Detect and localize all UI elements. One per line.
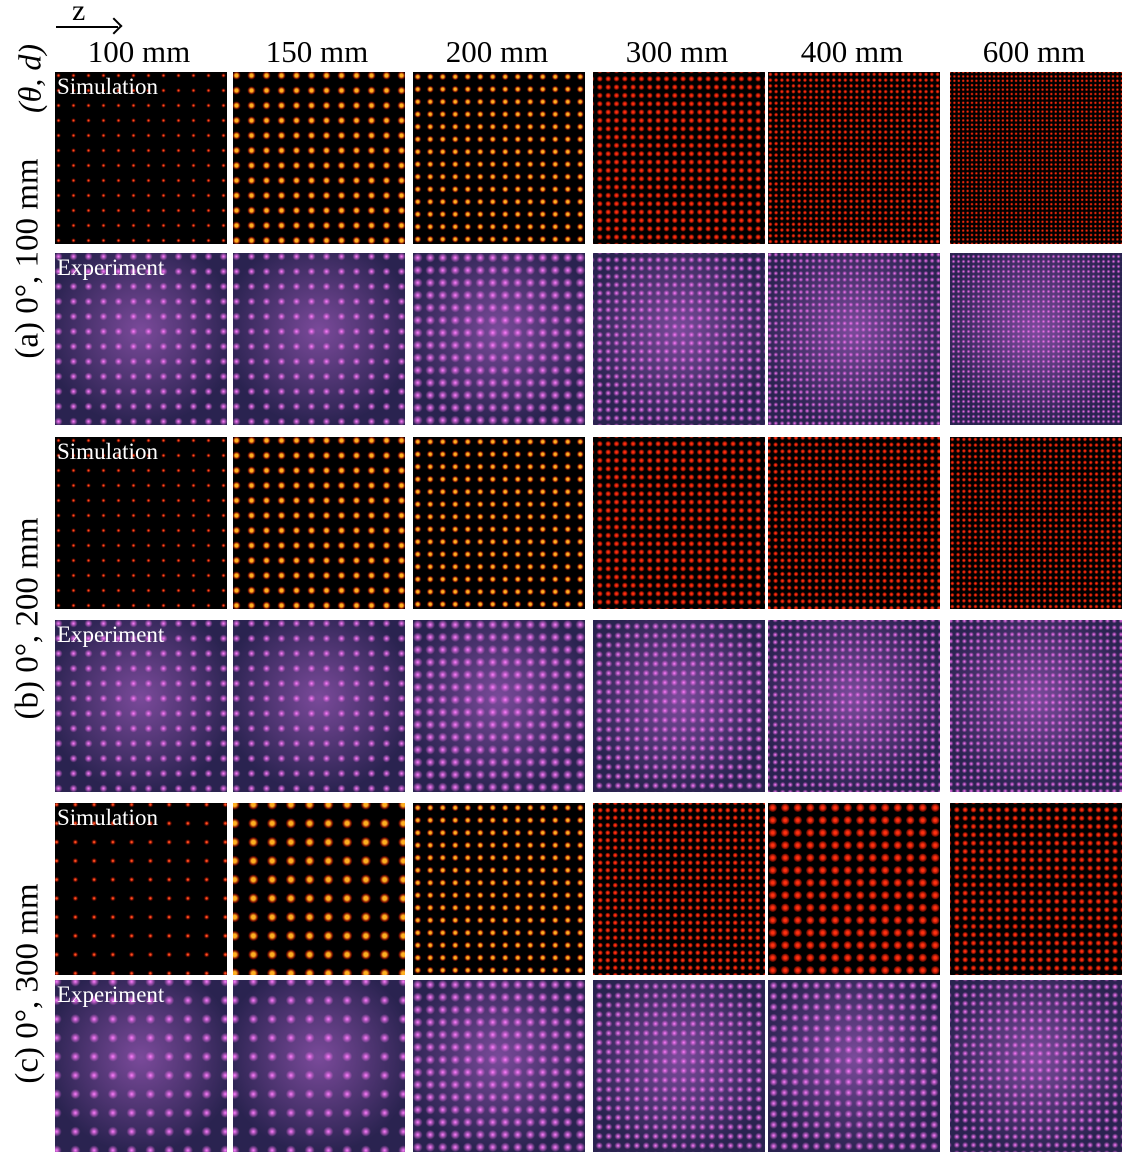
column-header: 600 mm (982, 34, 1086, 69)
experiment-image: Experiment (55, 980, 227, 1152)
simulation-image: Simulation (55, 803, 227, 975)
column-header: 200 mm (445, 34, 549, 69)
experiment-image (950, 620, 1122, 792)
simulation-image (768, 72, 940, 244)
panel-tag: Simulation (57, 74, 158, 99)
experiment-image (593, 980, 765, 1152)
experiment-image (768, 253, 940, 425)
simulation-image (413, 437, 585, 609)
experiment-image (233, 253, 405, 425)
simulation-image (950, 72, 1122, 244)
panel-tag: Simulation (57, 805, 158, 830)
simulation-image: Simulation (55, 72, 227, 244)
experiment-image (233, 980, 405, 1152)
experiment-image (593, 253, 765, 425)
experiment-image (593, 620, 765, 792)
simulation-image (950, 437, 1122, 609)
simulation-image (593, 72, 765, 244)
z-arrow-icon (56, 26, 118, 28)
simulation-image (233, 437, 405, 609)
simulation-image (593, 803, 765, 975)
panel-tag: Simulation (57, 439, 158, 464)
experiment-image (768, 620, 940, 792)
column-header: 150 mm (265, 34, 369, 69)
z-axis-label: z (72, 0, 86, 27)
simulation-image (233, 803, 405, 975)
column-header: 300 mm (625, 34, 729, 69)
simulation-image (768, 437, 940, 609)
simulation-image (413, 803, 585, 975)
simulation-image: Simulation (55, 437, 227, 609)
row-group-label: (a) 0°, 100 mm (9, 158, 46, 359)
row-group-label: (b) 0°, 200 mm (9, 517, 46, 720)
experiment-image (413, 620, 585, 792)
simulation-image (950, 803, 1122, 975)
row-group-label: (c) 0°, 300 mm (9, 883, 46, 1084)
column-header: 100 mm (87, 34, 191, 69)
experiment-image (950, 253, 1122, 425)
experiment-image: Experiment (55, 620, 227, 792)
simulation-image (233, 72, 405, 244)
experiment-image (768, 980, 940, 1152)
simulation-image (413, 72, 585, 244)
experiment-image: Experiment (55, 253, 227, 425)
column-header: 400 mm (800, 34, 904, 69)
experiment-image (413, 980, 585, 1152)
experiment-image (950, 980, 1122, 1152)
simulation-image (593, 437, 765, 609)
panel-tag: Experiment (57, 255, 165, 280)
experiment-image (413, 253, 585, 425)
simulation-image (768, 803, 940, 975)
panel-tag: Experiment (57, 982, 165, 1007)
experiment-image (233, 620, 405, 792)
panel-tag: Experiment (57, 622, 165, 647)
